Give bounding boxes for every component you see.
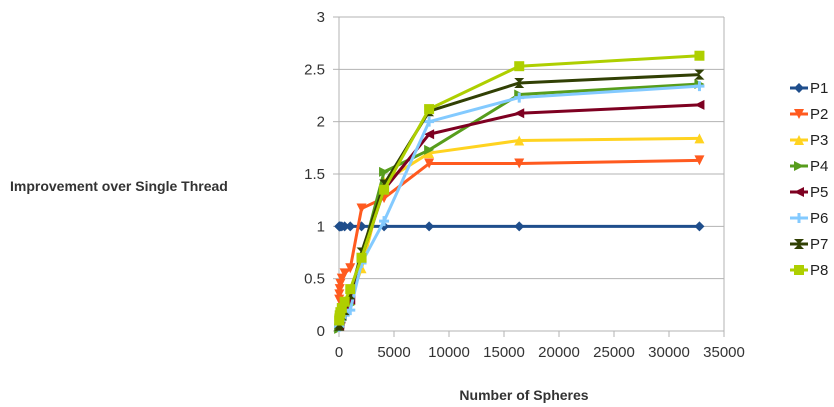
data-point: [345, 284, 356, 295]
data-point: [794, 187, 804, 197]
data-point: [336, 302, 347, 313]
legend-label: P6: [810, 210, 828, 227]
series-line: [337, 82, 700, 330]
x-tick-labels: 0 5000 10000 15000 20000 25000 30000 35000: [335, 344, 745, 361]
data-point: [424, 221, 435, 232]
legend-label: P3: [810, 132, 828, 149]
data-point: [514, 108, 525, 119]
data-point: [694, 50, 705, 61]
y-tick-label: 0.5: [304, 271, 325, 288]
legend-item-p6: P6: [790, 210, 828, 227]
data-point: [345, 221, 356, 232]
data-point: [514, 221, 525, 232]
x-tick-label: 5000: [377, 344, 410, 361]
data-point: [514, 135, 525, 146]
data-point: [694, 133, 705, 144]
data-point: [379, 184, 390, 195]
data-point: [794, 161, 804, 171]
data-point: [339, 221, 350, 232]
x-tick-label: 0: [335, 344, 343, 361]
data-point: [424, 144, 435, 155]
series-p5: [334, 99, 705, 331]
x-tick-label: 15000: [483, 344, 525, 361]
y-tick-label: 0: [317, 323, 325, 340]
legend-item-p2: P2: [790, 106, 828, 123]
legend-item-p7: P7: [790, 236, 828, 253]
data-point: [694, 81, 705, 92]
legend-label: P1: [810, 80, 828, 97]
legend-label: P7: [810, 236, 828, 253]
data-point: [424, 148, 435, 159]
data-point: [379, 216, 390, 227]
data-point: [514, 92, 525, 103]
y-tick-label: 1.5: [304, 166, 325, 183]
x-tick-label: 35000: [703, 344, 745, 361]
data-point: [514, 61, 525, 72]
series-line: [337, 84, 700, 327]
data-point: [345, 263, 356, 274]
data-point: [514, 77, 525, 88]
data-point: [514, 158, 525, 169]
y-tick-label: 3: [317, 9, 325, 26]
data-point: [794, 109, 804, 119]
legend-item-p8: P8: [790, 262, 828, 279]
data-point: [794, 83, 804, 93]
y-tick-label: 2: [317, 114, 325, 131]
legend-label: P8: [810, 262, 828, 279]
series-p8: [334, 50, 705, 326]
data-point: [339, 296, 350, 307]
x-tick-label: 10000: [428, 344, 470, 361]
data-point: [794, 239, 804, 249]
data-point: [794, 213, 804, 223]
data-point: [334, 289, 345, 300]
y-axis-title: Improvement over Single Thread: [10, 178, 228, 194]
data-point: [334, 284, 345, 295]
axes: [333, 16, 725, 337]
y-tick-label: 2.5: [304, 61, 325, 78]
x-tick-label: 30000: [648, 344, 690, 361]
legend-label: P5: [810, 184, 828, 201]
legend-label: P2: [810, 106, 828, 123]
data-point: [424, 158, 435, 169]
legend-label: P4: [810, 158, 828, 175]
series-p2: [334, 155, 705, 305]
x-tick-label: 25000: [593, 344, 635, 361]
data-series: [334, 50, 705, 334]
y-tick-label: 1: [317, 218, 325, 235]
data-point: [356, 203, 367, 214]
x-tick-label: 20000: [538, 344, 580, 361]
series-p6: [334, 81, 705, 332]
data-point: [424, 116, 435, 127]
legend-item-p5: P5: [790, 184, 828, 201]
data-point: [694, 155, 705, 166]
data-point: [694, 221, 705, 232]
y-tick-labels: 0 0.5 1 1.5 2 2.5 3: [304, 9, 325, 340]
data-point: [694, 69, 705, 80]
legend-item-p4: P4: [790, 158, 828, 175]
data-point: [345, 305, 356, 316]
data-point: [694, 99, 705, 110]
data-point: [794, 265, 804, 275]
data-point: [356, 252, 367, 263]
data-point: [424, 129, 435, 140]
legend: P1 P2 P3 P4 P5 P6 P7 P8: [790, 80, 828, 279]
data-point: [379, 166, 390, 177]
data-point: [424, 104, 435, 115]
x-axis-title: Number of Spheres: [459, 387, 588, 403]
legend-item-p3: P3: [790, 132, 828, 149]
legend-item-p1: P1: [790, 80, 828, 97]
series-p1: [334, 221, 705, 232]
data-point: [339, 268, 350, 279]
data-point: [794, 135, 804, 145]
